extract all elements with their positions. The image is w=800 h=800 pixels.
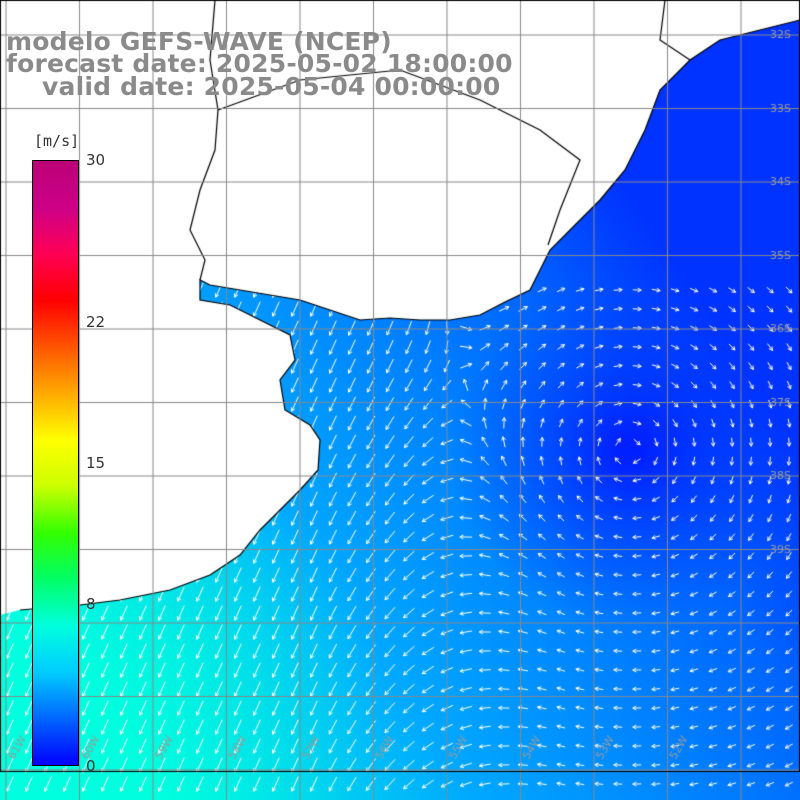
colorbar-tick-label: 22 xyxy=(86,312,106,331)
map-title-model: modelo GEFS-WAVE (NCEP) xyxy=(6,27,392,56)
map-title-valid-date: valid date: 2025-05-04 00:00:00 xyxy=(42,72,501,101)
colorbar-gradient xyxy=(32,160,79,766)
colorbar-tick-label: 0 xyxy=(86,757,96,775)
colorbar-tick-label: 8 xyxy=(86,595,96,614)
colorbar-tick-label: 15 xyxy=(86,454,106,472)
colorbar-unit: [m/s] xyxy=(34,132,80,150)
map-title-forecast-date: forecast date: 2025-05-02 18:00:00 xyxy=(6,49,513,78)
colorbar-tick-label: 30 xyxy=(86,151,106,169)
